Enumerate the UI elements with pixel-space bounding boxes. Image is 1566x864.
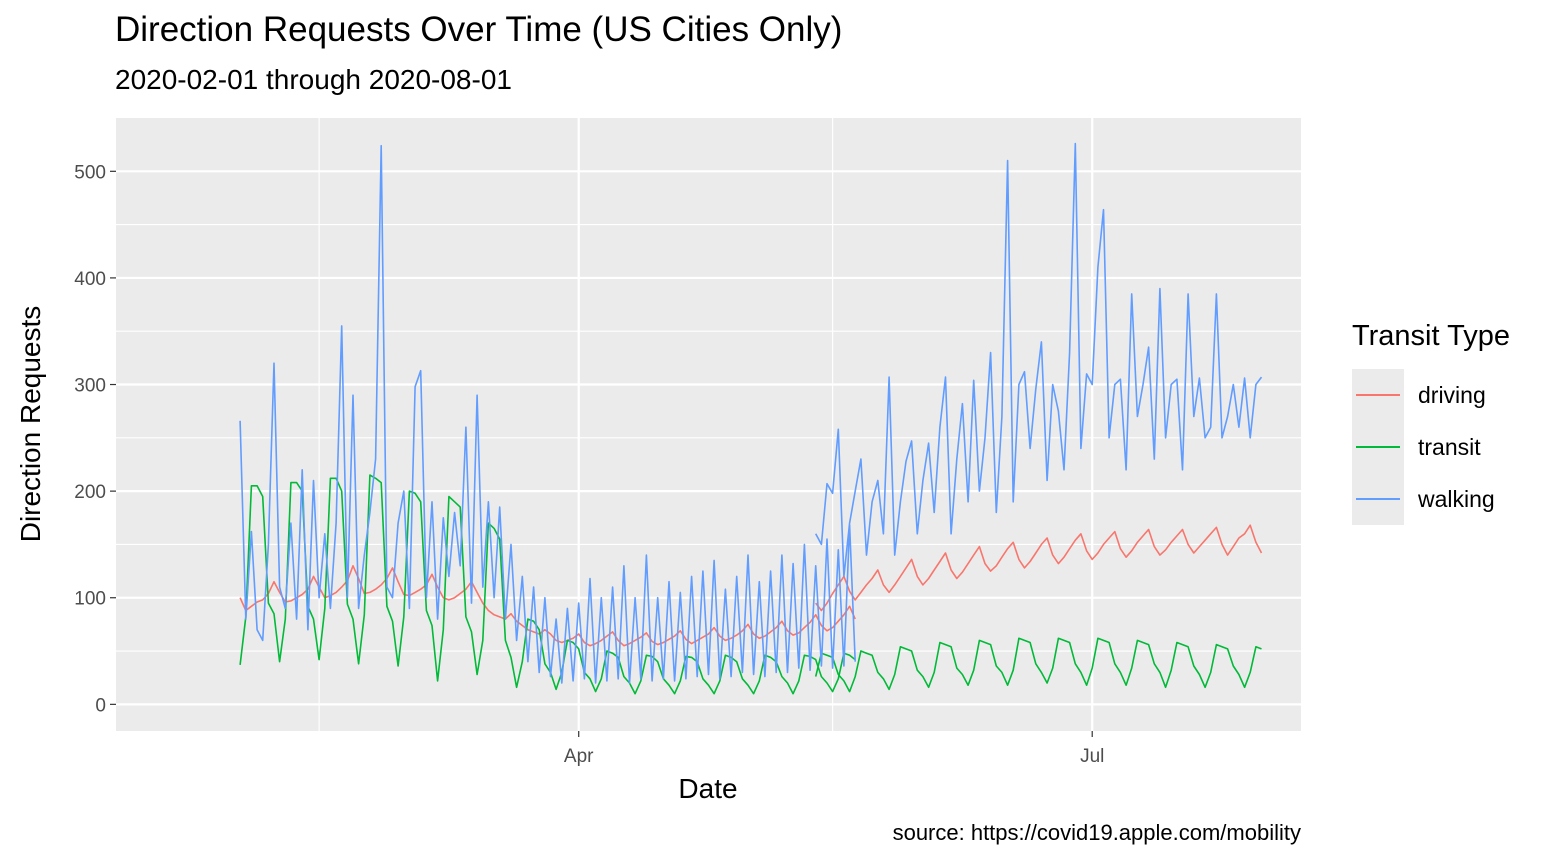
y-tick-label: 400 <box>74 269 106 290</box>
legend: Transit Type driving transit walking <box>1352 320 1510 525</box>
legend-item-transit: transit <box>1352 421 1510 473</box>
legend-title: Transit Type <box>1352 320 1510 352</box>
y-tick-label: 0 <box>95 695 106 716</box>
legend-item-driving: driving <box>1352 369 1510 421</box>
y-axis: 0 100 200 300 400 500 <box>74 162 116 716</box>
legend-label-transit: transit <box>1418 433 1481 460</box>
legend-key-driving <box>1352 369 1404 421</box>
legend-key-transit <box>1352 421 1404 473</box>
legend-key-walking <box>1352 473 1404 525</box>
legend-label-driving: driving <box>1418 381 1486 408</box>
y-tick-label: 100 <box>74 589 106 610</box>
series-line-driving <box>815 524 1263 612</box>
series-line-transit <box>814 637 1262 693</box>
y-tick-label: 200 <box>74 482 106 503</box>
x-axis-title: Date <box>678 773 737 804</box>
legend-item-walking: walking <box>1352 473 1510 525</box>
series-line-walking <box>814 142 1263 578</box>
legend-keys: driving transit walking <box>1352 369 1510 525</box>
y-tick-label: 500 <box>74 162 106 183</box>
y-tick-label: 300 <box>74 376 106 397</box>
x-tick-label: Jul <box>1080 746 1104 767</box>
y-axis-title: Direction Requests <box>15 306 46 543</box>
x-axis: Apr Jul <box>564 731 1104 767</box>
series-line-transit <box>239 474 856 695</box>
series-line-walking <box>239 144 856 684</box>
x-tick-label: Apr <box>564 746 594 767</box>
source-caption: source: https://covid19.apple.com/mobili… <box>892 820 1301 845</box>
legend-label-walking: walking <box>1418 485 1495 512</box>
chart-title: Direction Requests Over Time (US Cities … <box>115 10 843 49</box>
series-layer <box>239 142 1263 695</box>
chart-subtitle: 2020-02-01 through 2020-08-01 <box>115 64 512 95</box>
